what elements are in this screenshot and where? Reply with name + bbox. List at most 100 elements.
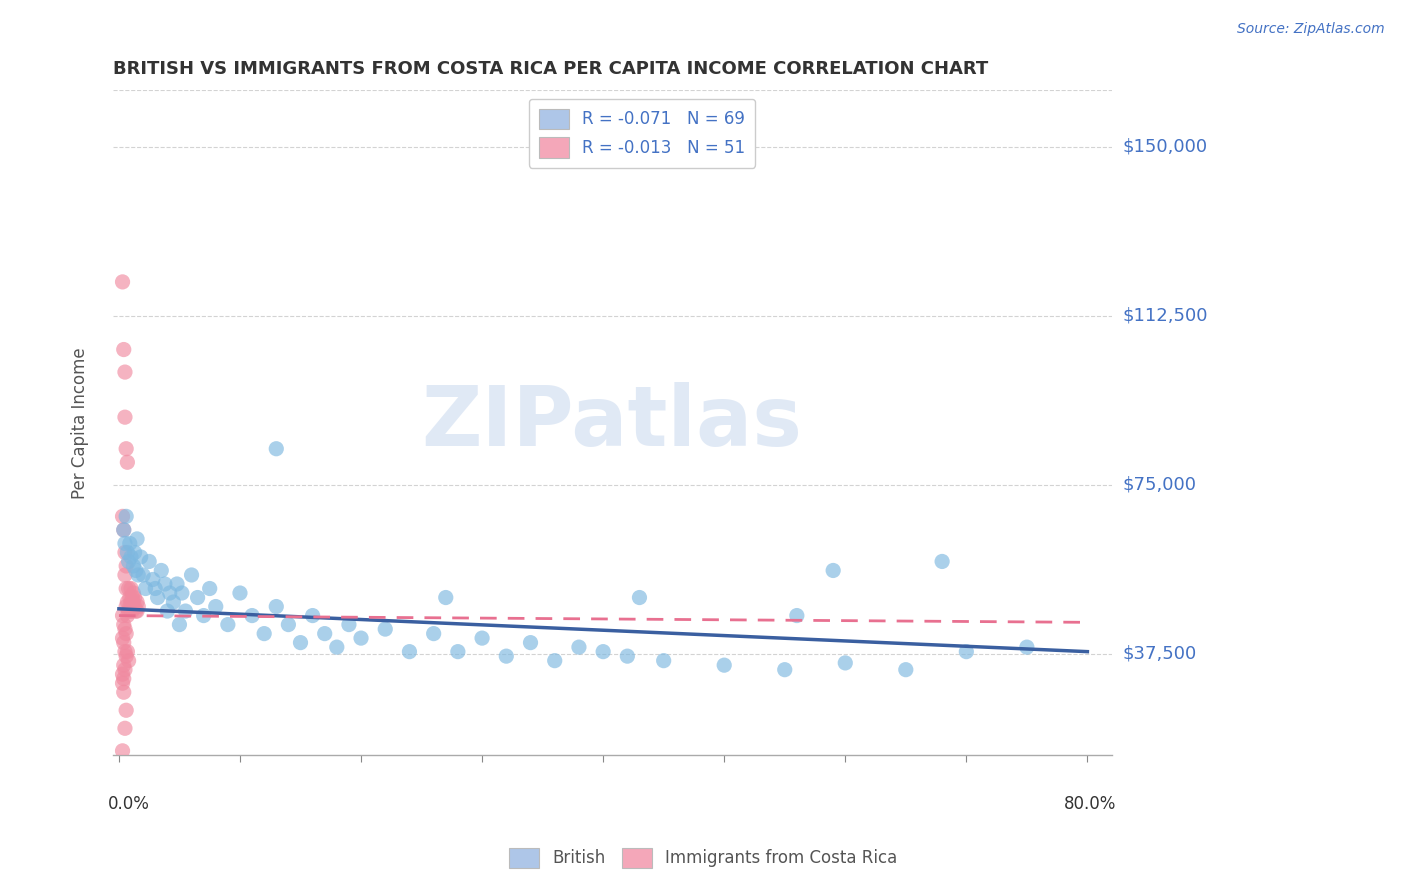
Point [120, 595, 142, 609]
Point [204, 599, 226, 614]
Point [132, 568, 155, 582]
Point [115, 509, 138, 524]
Point [894, 663, 917, 677]
Point [143, 582, 166, 596]
Legend: R = -0.071   N = 69, R = -0.013   N = 51: R = -0.071 N = 69, R = -0.013 N = 51 [529, 99, 755, 168]
Point [422, 626, 444, 640]
Point [124, 599, 146, 614]
Point [125, 532, 148, 546]
Point [337, 617, 360, 632]
Point [122, 586, 145, 600]
Point [544, 654, 567, 668]
Point [266, 599, 288, 614]
Point [118, 591, 141, 605]
Point [162, 595, 184, 609]
Point [592, 645, 614, 659]
Point [111, 275, 134, 289]
Point [955, 645, 977, 659]
Point [125, 604, 148, 618]
Point [166, 577, 188, 591]
Point [193, 608, 215, 623]
Point [115, 582, 138, 596]
Point [120, 582, 142, 596]
Point [616, 649, 638, 664]
Point [1015, 640, 1038, 654]
Point [114, 410, 136, 425]
Point [117, 582, 139, 596]
Text: $75,000: $75,000 [1123, 475, 1197, 494]
Point [931, 554, 953, 568]
Point [277, 617, 299, 632]
Text: Source: ZipAtlas.com: Source: ZipAtlas.com [1237, 22, 1385, 37]
Point [159, 586, 181, 600]
Point [628, 591, 651, 605]
Point [519, 635, 541, 649]
Text: 0.0%: 0.0% [108, 796, 149, 814]
Point [217, 617, 239, 632]
Point [115, 442, 138, 456]
Point [350, 631, 373, 645]
Text: $150,000: $150,000 [1123, 137, 1208, 155]
Point [112, 523, 135, 537]
Point [111, 509, 134, 524]
Point [115, 599, 138, 614]
Text: 80.0%: 80.0% [1064, 796, 1116, 814]
Point [125, 595, 148, 609]
Point [117, 645, 139, 659]
Point [115, 558, 138, 573]
Point [112, 658, 135, 673]
Point [111, 631, 134, 645]
Point [112, 685, 135, 699]
Point [114, 622, 136, 636]
Point [326, 640, 349, 654]
Point [117, 604, 139, 618]
Point [198, 582, 221, 596]
Point [301, 608, 323, 623]
Point [114, 536, 136, 550]
Point [823, 564, 845, 578]
Point [114, 568, 136, 582]
Point [174, 604, 197, 618]
Point [115, 626, 138, 640]
Point [112, 617, 135, 632]
Point [120, 604, 142, 618]
Point [120, 549, 142, 564]
Point [447, 645, 470, 659]
Point [124, 591, 146, 605]
Point [290, 635, 312, 649]
Point [111, 744, 134, 758]
Point [786, 608, 808, 623]
Point [122, 595, 145, 609]
Point [713, 658, 735, 673]
Point [114, 545, 136, 559]
Point [266, 442, 288, 456]
Point [240, 608, 263, 623]
Point [135, 582, 157, 596]
Text: $112,500: $112,500 [1123, 307, 1208, 325]
Point [121, 591, 143, 605]
Point [112, 672, 135, 686]
Point [156, 604, 179, 618]
Point [117, 554, 139, 568]
Point [111, 667, 134, 681]
Point [112, 343, 135, 357]
Point [187, 591, 209, 605]
Point [129, 549, 152, 564]
Point [834, 656, 856, 670]
Point [180, 568, 202, 582]
Point [111, 676, 134, 690]
Point [117, 608, 139, 623]
Point [118, 599, 141, 614]
Point [495, 649, 517, 664]
Point [111, 608, 134, 623]
Point [125, 564, 148, 578]
Text: BRITISH VS IMMIGRANTS FROM COSTA RICA PER CAPITA INCOME CORRELATION CHART: BRITISH VS IMMIGRANTS FROM COSTA RICA PE… [112, 60, 988, 78]
Point [169, 617, 191, 632]
Point [398, 645, 420, 659]
Point [127, 599, 149, 614]
Point [118, 536, 141, 550]
Point [121, 604, 143, 618]
Point [153, 577, 176, 591]
Point [117, 654, 139, 668]
Point [124, 545, 146, 559]
